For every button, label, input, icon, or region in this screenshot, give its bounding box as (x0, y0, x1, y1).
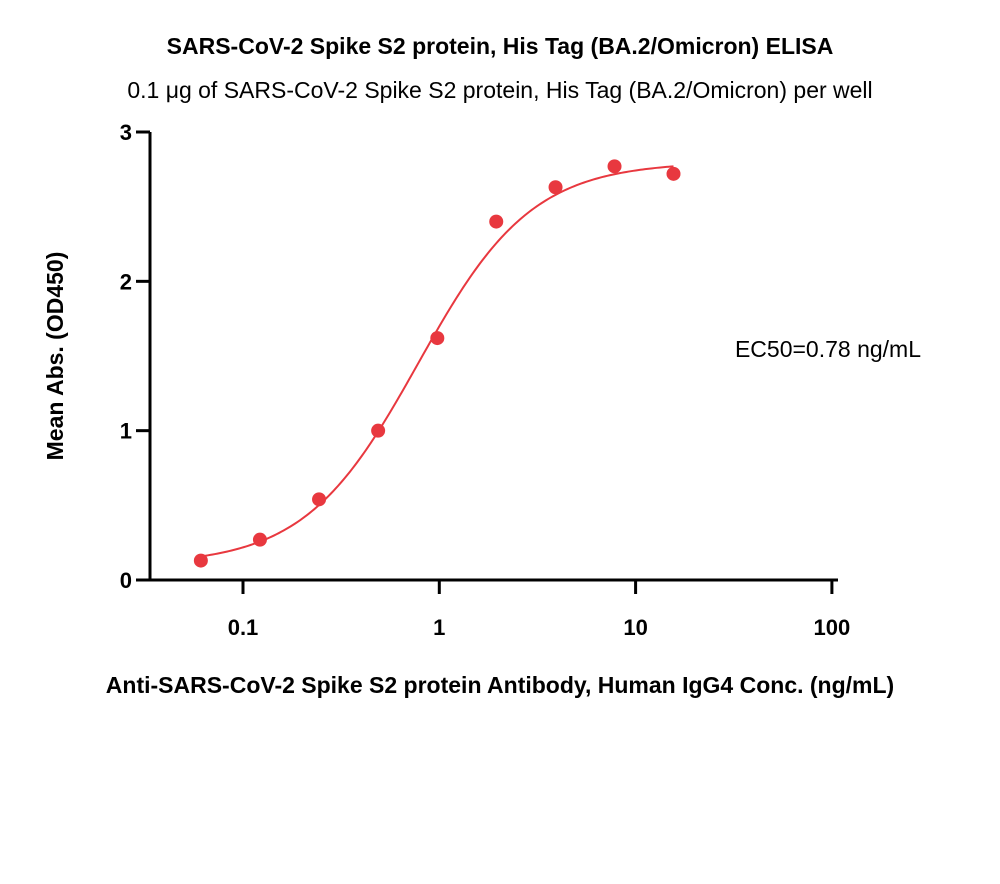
x-axis-ticks: 0.1 1 10 100 (228, 580, 851, 640)
data-point (312, 492, 327, 507)
ec50-annotation: EC50=0.78 ng/mL (735, 336, 921, 362)
data-point (607, 159, 622, 174)
y-tick-label: 3 (120, 120, 132, 145)
axes (148, 132, 838, 582)
x-tick-label: 10 (623, 615, 647, 640)
chart-subtitle: 0.1 μg of SARS-CoV-2 Spike S2 protein, H… (127, 77, 872, 103)
x-axis-label: Anti-SARS-CoV-2 Spike S2 protein Antibod… (106, 672, 894, 698)
data-point (193, 553, 208, 568)
data-point (252, 532, 267, 547)
y-tick-label: 0 (120, 568, 132, 593)
data-point (489, 214, 504, 229)
x-tick-label: 1 (433, 615, 445, 640)
data-point (430, 331, 445, 346)
y-axis-label: Mean Abs. (OD450) (42, 252, 68, 461)
fit-curve (200, 165, 674, 558)
y-tick-label: 2 (120, 269, 132, 294)
x-tick-label: 0.1 (228, 615, 259, 640)
data-point (371, 423, 386, 438)
data-point (548, 180, 563, 195)
x-tick-label: 100 (814, 615, 851, 640)
y-axis-ticks: 0 1 2 3 (120, 120, 150, 593)
data-points (193, 159, 681, 568)
data-point (666, 166, 681, 181)
y-tick-label: 1 (120, 419, 132, 444)
chart-title: SARS-CoV-2 Spike S2 protein, His Tag (BA… (167, 33, 834, 59)
